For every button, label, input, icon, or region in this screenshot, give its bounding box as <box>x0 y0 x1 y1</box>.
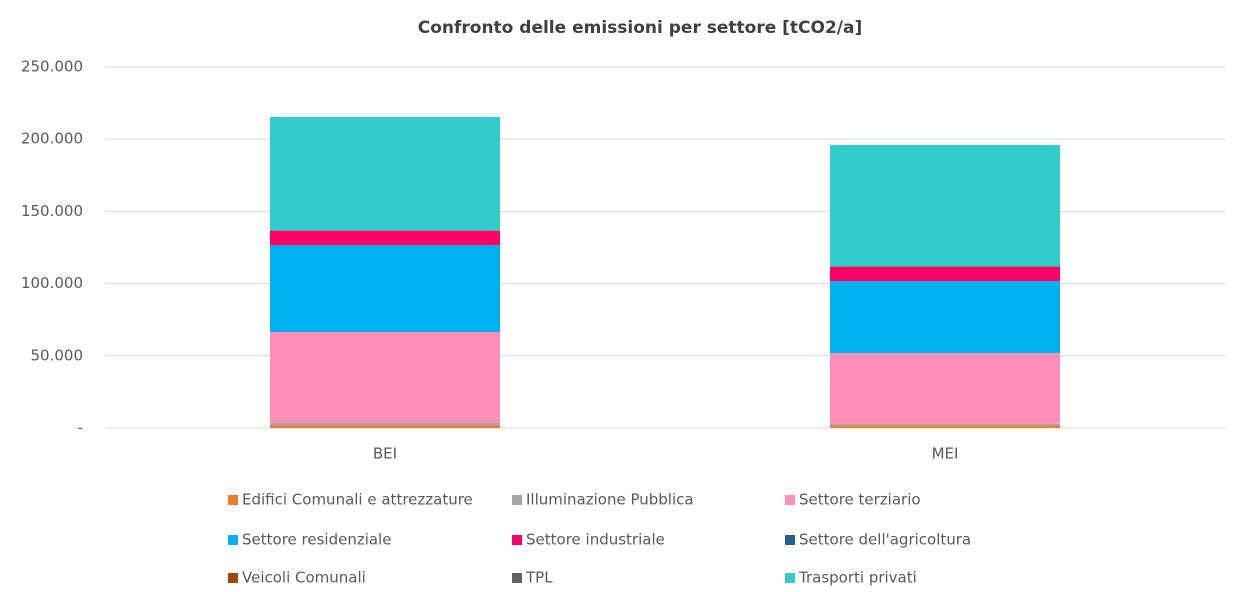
legend-swatch <box>785 495 795 505</box>
bar-segment <box>830 281 1060 353</box>
y-tick-label: 150.000 <box>21 202 83 220</box>
legend-label: Settore industriale <box>526 531 665 549</box>
legend-swatch <box>512 495 522 505</box>
legend-label: Trasporti privati <box>798 569 917 587</box>
bar-segment <box>830 353 1060 424</box>
bar-segment <box>270 230 500 231</box>
bar-segment <box>830 266 1060 267</box>
legend-label: Edifici Comunali e attrezzature <box>242 491 473 509</box>
legend-label: Illuminazione Pubblica <box>526 491 694 509</box>
legend-swatch <box>512 573 522 583</box>
bar-segment <box>830 425 1060 428</box>
bar-segment <box>270 332 500 423</box>
legend-label: TPL <box>525 569 553 587</box>
x-tick-label: MEI <box>932 445 959 463</box>
y-tick-label: 50.000 <box>31 346 84 364</box>
legend-swatch <box>785 573 795 583</box>
legend-swatch <box>785 535 795 545</box>
bar-segment <box>270 425 500 428</box>
legend-label: Veicoli Comunali <box>242 569 366 587</box>
legend-label: Settore residenziale <box>242 531 391 549</box>
y-tick-label: 100.000 <box>21 274 83 292</box>
y-tick-label: - <box>78 419 83 437</box>
y-tick-label: 200.000 <box>21 130 83 148</box>
bar-segment <box>830 267 1060 281</box>
bar-segment <box>270 231 500 245</box>
bar-segment <box>270 423 500 425</box>
legend-label: Settore terziario <box>799 491 921 509</box>
x-tick-label: BEI <box>373 445 397 463</box>
bar-segment <box>830 145 1060 266</box>
bar-segment <box>830 424 1060 426</box>
legend-swatch <box>228 535 238 545</box>
bar-segment <box>270 245 500 332</box>
legend-swatch <box>512 535 522 545</box>
legend-swatch <box>228 573 238 583</box>
bar-segment <box>270 117 500 230</box>
legend-label: Settore dell'agricoltura <box>799 531 971 549</box>
y-tick-label: 250.000 <box>21 58 83 76</box>
legend-swatch <box>228 495 238 505</box>
chart-title: Confronto delle emissioni per settore [t… <box>418 18 863 38</box>
